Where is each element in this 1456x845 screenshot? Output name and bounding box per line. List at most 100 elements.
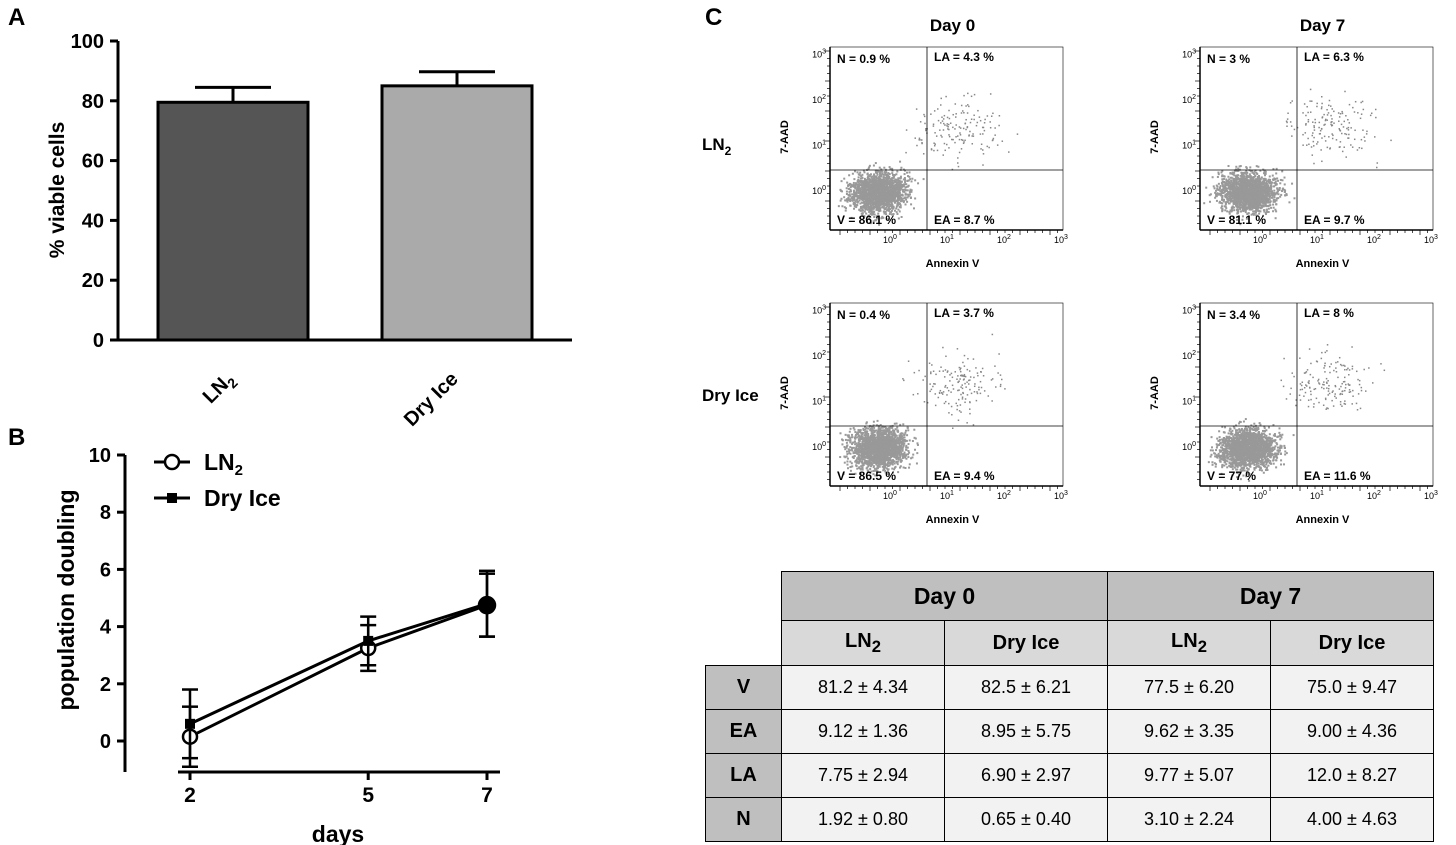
scatter-point [1216, 185, 1219, 188]
scatter-point [1231, 199, 1234, 202]
scatter-point [903, 453, 906, 456]
scatter-point [1232, 216, 1235, 219]
scatter-point [1226, 210, 1229, 213]
scatter-point [905, 444, 908, 447]
scatter-point [856, 467, 859, 470]
scatter-point [888, 191, 891, 194]
scatter-point [1358, 146, 1361, 149]
scatter-point [1338, 120, 1340, 122]
scatter-point [1229, 199, 1232, 202]
scatter-point [1345, 133, 1348, 136]
scatter-point [886, 178, 889, 181]
quadrant-la: LA = 6.3 % [1304, 50, 1364, 64]
scatter-point [1248, 191, 1251, 194]
scatter-point [909, 190, 912, 193]
scatter-point [1339, 130, 1342, 132]
scatter-point [893, 201, 896, 204]
scatter-point [1238, 184, 1241, 187]
scatter-point [1329, 147, 1332, 149]
scatter-point [994, 134, 996, 136]
scatter-point [1252, 178, 1255, 181]
scatter-point [1252, 194, 1255, 197]
x-tick-label: 100 [883, 234, 897, 245]
scatter-point [873, 180, 876, 183]
scatter-point [1232, 185, 1235, 188]
scatter-point [858, 208, 861, 211]
scatter-point [948, 109, 950, 112]
scatter-point [893, 460, 896, 463]
scatter-point [1273, 196, 1276, 199]
scatter-points [839, 333, 1006, 477]
scatter-point [1225, 188, 1228, 191]
scatter-point [863, 183, 866, 186]
scatter-point [1245, 179, 1248, 182]
scatter-point [925, 129, 927, 132]
scatter-point [908, 439, 911, 442]
scatter-point [992, 137, 995, 140]
scatter-point [922, 178, 925, 181]
scatter-point [1286, 121, 1288, 124]
scatter-point [960, 112, 963, 114]
scatter-point [1263, 202, 1266, 205]
scatter-point [1255, 195, 1258, 198]
scatter-point [1248, 189, 1251, 192]
scatter-point [881, 172, 884, 175]
x-tick-label: LN2 [199, 368, 241, 410]
scatter-point [1251, 171, 1254, 174]
scatter-point [889, 182, 892, 185]
scatter-point [1236, 215, 1239, 218]
scatter-point [874, 171, 877, 174]
scatter-point [857, 176, 860, 179]
scatter-point [1237, 210, 1240, 213]
scatter-point [873, 205, 876, 208]
scatter-point [875, 175, 878, 178]
scatter-point [853, 198, 856, 201]
scatter-point [893, 468, 896, 471]
scatter-point [881, 215, 884, 218]
scatter-point [878, 166, 881, 169]
scatter-point [841, 205, 844, 208]
scatter-point [865, 421, 868, 424]
scatter-point [1251, 176, 1254, 179]
scatter-point [867, 461, 870, 464]
scatter-point [1313, 129, 1316, 131]
scatter-point [1225, 178, 1228, 181]
scatter-point [967, 104, 969, 106]
scatter-point [1269, 178, 1272, 181]
scatter-point [877, 187, 880, 190]
scatter-point [858, 179, 861, 182]
scatter-point [865, 430, 868, 433]
scatter-point [869, 186, 872, 189]
scatter-point [873, 177, 876, 180]
scatter-point [1311, 154, 1314, 156]
scatter-point [879, 208, 882, 211]
scatter-point [865, 212, 868, 215]
scatter-point [948, 134, 950, 136]
scatter-point [947, 126, 949, 128]
scatter-point [971, 135, 973, 137]
scatter-point [861, 205, 864, 208]
scatter-point [879, 430, 882, 433]
scatter-point [891, 196, 894, 199]
scatter-point [1282, 187, 1285, 190]
scatter-point [1238, 196, 1241, 199]
scatter-point [866, 173, 869, 176]
scatter-point [845, 187, 848, 190]
scatter-point [879, 195, 882, 198]
scatter-point [878, 197, 881, 200]
scatter-point [849, 194, 852, 197]
scatter-point [936, 149, 939, 152]
scatter-point [1243, 192, 1246, 195]
scatter-point [884, 427, 887, 430]
scatter-point [877, 178, 880, 181]
scatter-point [890, 209, 893, 212]
scatter-point [1265, 190, 1268, 193]
scatter-point [1259, 210, 1262, 213]
scatter-point [986, 145, 989, 148]
scatter-point [877, 183, 880, 186]
scatter-point [948, 117, 951, 120]
scatter-point [879, 184, 882, 187]
scatter-point [1307, 137, 1309, 140]
scatter-point [949, 122, 952, 124]
scatter-point [906, 189, 909, 192]
